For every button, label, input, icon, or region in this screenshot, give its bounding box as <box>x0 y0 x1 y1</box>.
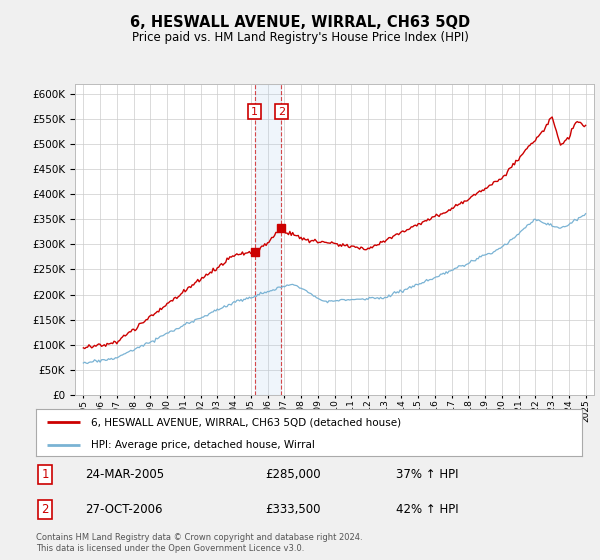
Bar <box>254 84 281 395</box>
Text: 2: 2 <box>41 503 49 516</box>
Text: 6, HESWALL AVENUE, WIRRAL, CH63 5QD: 6, HESWALL AVENUE, WIRRAL, CH63 5QD <box>130 15 470 30</box>
Text: 24-MAR-2005: 24-MAR-2005 <box>85 468 164 481</box>
Text: Contains HM Land Registry data © Crown copyright and database right 2024.
This d: Contains HM Land Registry data © Crown c… <box>36 533 362 553</box>
Text: 1: 1 <box>251 106 258 116</box>
Text: 27-OCT-2006: 27-OCT-2006 <box>85 503 163 516</box>
Text: 6, HESWALL AVENUE, WIRRAL, CH63 5QD (detached house): 6, HESWALL AVENUE, WIRRAL, CH63 5QD (det… <box>91 417 401 427</box>
Text: HPI: Average price, detached house, Wirral: HPI: Average price, detached house, Wirr… <box>91 440 314 450</box>
Text: 1: 1 <box>41 468 49 481</box>
Text: Price paid vs. HM Land Registry's House Price Index (HPI): Price paid vs. HM Land Registry's House … <box>131 31 469 44</box>
Text: 42% ↑ HPI: 42% ↑ HPI <box>397 503 459 516</box>
Text: 2: 2 <box>278 106 285 116</box>
Text: £333,500: £333,500 <box>265 503 321 516</box>
Text: 37% ↑ HPI: 37% ↑ HPI <box>397 468 459 481</box>
Text: £285,000: £285,000 <box>265 468 321 481</box>
